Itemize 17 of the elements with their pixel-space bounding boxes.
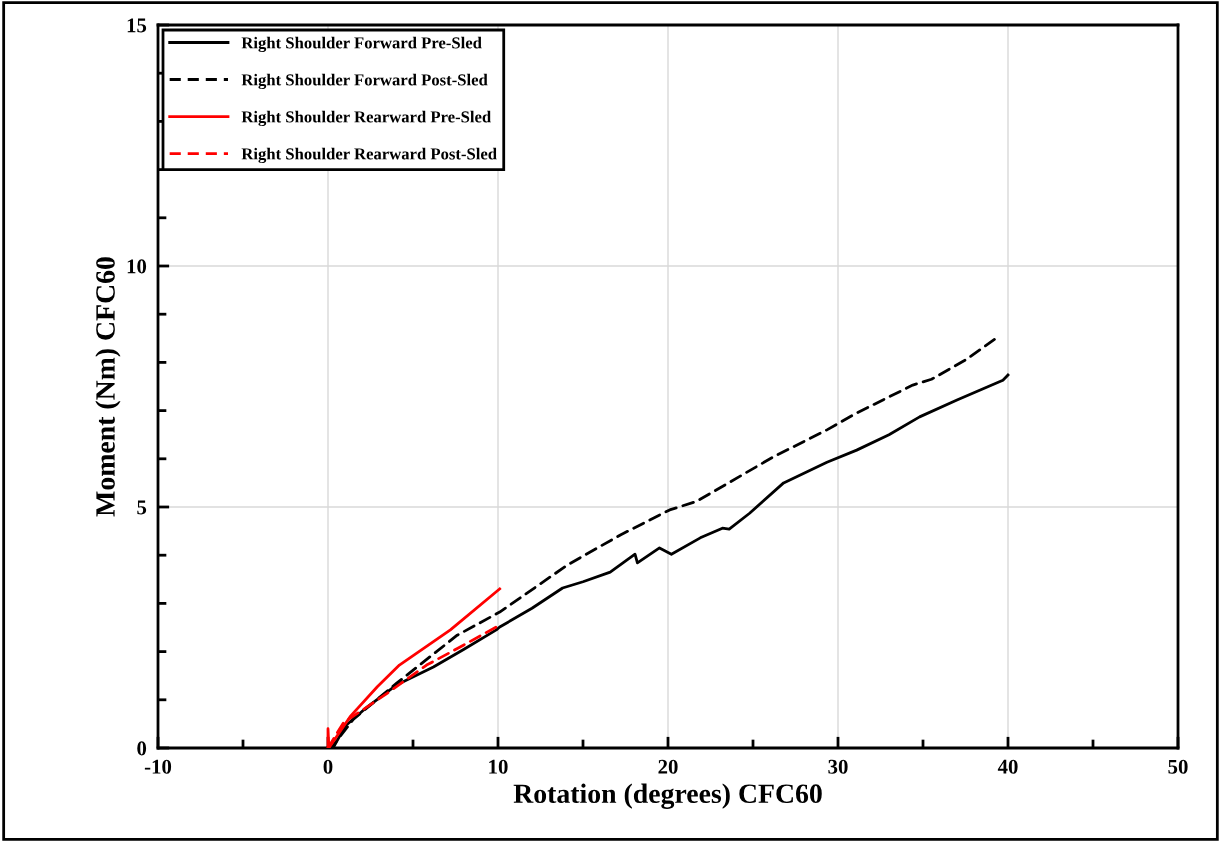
y-tick-label: 15 bbox=[127, 18, 147, 33]
y-tick-label: 5 bbox=[137, 500, 147, 515]
legend-label: Right Shoulder Forward Post-Sled bbox=[241, 73, 488, 90]
x-tick-label: -10 bbox=[144, 759, 172, 774]
x-tick-label: 20 bbox=[658, 759, 678, 774]
legend-label: Right Shoulder Forward Pre-Sled bbox=[241, 36, 482, 53]
x-tick-label: 0 bbox=[323, 759, 333, 774]
x-tick-label: 10 bbox=[489, 759, 508, 774]
x-tick-label: 30 bbox=[828, 759, 848, 774]
legend-label: Right Shoulder Rearward Pre-Sled bbox=[241, 110, 492, 127]
x-axis-title: Rotation (degrees) CFC60 bbox=[513, 783, 822, 809]
x-tick-label: 40 bbox=[997, 759, 1018, 774]
legend-label: Right Shoulder Rearward Post-Sled bbox=[241, 147, 497, 164]
y-tick-label: 0 bbox=[137, 741, 147, 756]
y-axis-title: Moment (Nm) CFC60 bbox=[95, 257, 121, 517]
x-tick-label: 50 bbox=[1168, 759, 1188, 774]
y-tick-label: 10 bbox=[127, 259, 147, 274]
